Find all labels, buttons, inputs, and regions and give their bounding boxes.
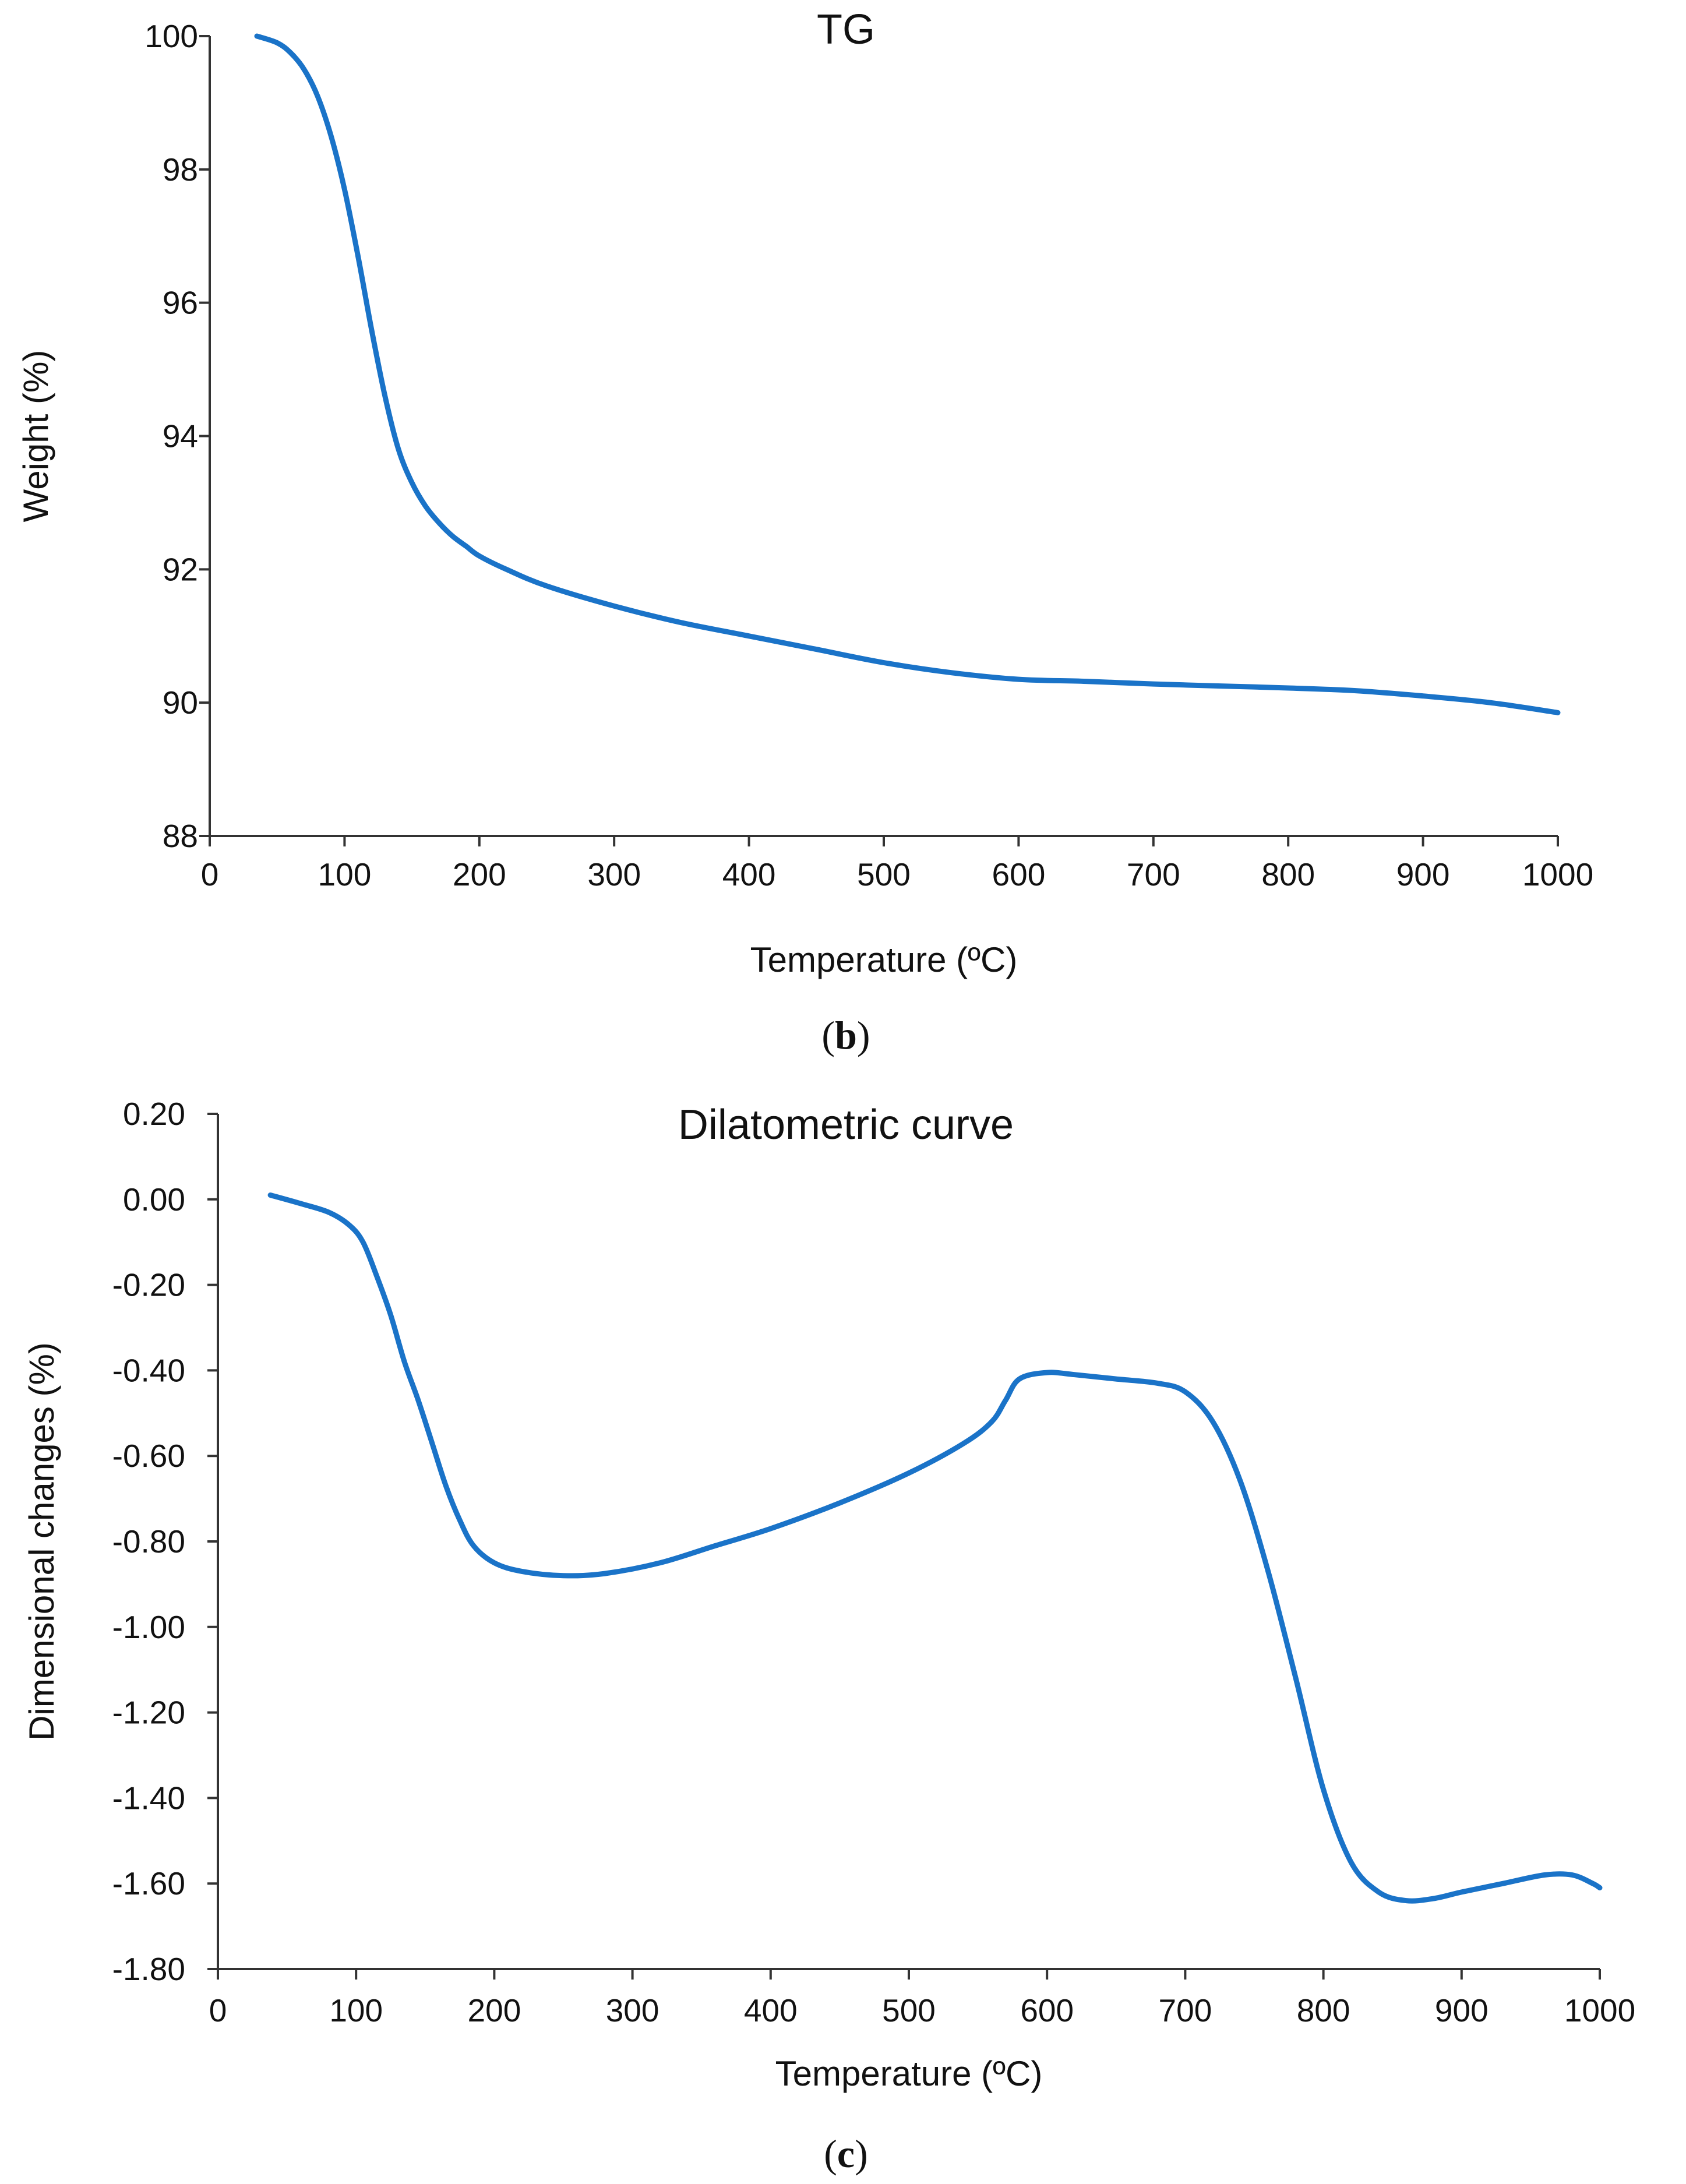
dilatometric-chart-title: Dilatometric curve — [678, 1102, 1014, 1148]
tg-x-tick-label: 300 — [587, 856, 641, 892]
dilatometric-y-tick-label: -0.60 — [112, 1438, 185, 1474]
dilatometric-series-line — [267, 1192, 1603, 1904]
dilatometric-axes — [207, 1113, 1601, 1980]
tg-x-tick-label: 900 — [1396, 856, 1450, 892]
tg-axes — [199, 35, 1559, 846]
tg-y-tick-label: 96 — [163, 285, 198, 321]
dilatometric-y-tick-label: -0.40 — [112, 1352, 185, 1388]
tg-x-tick-label: 200 — [453, 856, 506, 892]
tg-panel-caption: (b) — [821, 1013, 870, 1057]
tg-x-tick-label: 0 — [201, 856, 219, 892]
dilatometric-x-tick-label: 400 — [744, 1992, 798, 2028]
dilatometric-y-axis-title: Dimensional changes (%) — [22, 1342, 61, 1741]
caption-open-paren: ( — [821, 1013, 835, 1057]
tg-y-tick-label: 90 — [163, 685, 198, 721]
tg-chart: 0 100 200 300 400 500 600 700 800 900 1000 100 98 96 9… — [16, 6, 1593, 1057]
tg-x-tick-label: 400 — [722, 856, 776, 892]
tg-x-tick-label: 100 — [318, 856, 372, 892]
caption-open-paren: ( — [824, 2132, 837, 2176]
dilatometric-y-tick-label: -1.60 — [112, 1865, 185, 1901]
tg-chart-title: TG — [817, 6, 875, 53]
dilatometric-x-axis-title: Temperature (ºC) — [775, 2054, 1043, 2093]
tg-x-tick-label: 800 — [1261, 856, 1315, 892]
dilatometric-y-tick-label: -0.80 — [112, 1523, 185, 1560]
dilatometric-y-tick-label: -1.80 — [112, 1951, 185, 1987]
caption-close-paren: ) — [855, 2132, 868, 2176]
dilatometric-y-tick-label: -1.40 — [112, 1780, 185, 1816]
dilatometric-x-tick-label: 300 — [606, 1992, 659, 2028]
caption-letter: b — [835, 1013, 857, 1057]
dilatometric-x-tick-label: 1000 — [1564, 1992, 1635, 2028]
dilatometric-y-tick-label: -0.20 — [112, 1267, 185, 1303]
dilatometric-chart: 0 100 200 300 400 500 600 700 800 900 1000 0.20 0.00… — [22, 1096, 1635, 2176]
dilatometric-y-tick-label: 0.20 — [123, 1096, 185, 1132]
tg-y-tick-label: 94 — [163, 418, 198, 454]
tg-labels: 0 100 200 300 400 500 600 700 800 900 1000 100 98 96 9… — [16, 6, 1593, 1057]
dilatometric-x-tick-label: 500 — [882, 1992, 936, 2028]
tg-series-line — [254, 33, 1561, 715]
dilatometric-x-tick-label: 800 — [1297, 1992, 1350, 2028]
tg-y-tick-label: 98 — [163, 151, 198, 188]
tg-y-tick-label: 92 — [163, 551, 198, 587]
dilatometric-y-tick-label: 0.00 — [123, 1181, 185, 1218]
dilatometric-panel-caption: (c) — [824, 2132, 868, 2176]
tg-y-tick-label: 88 — [163, 818, 198, 854]
dilatometric-x-tick-label: 100 — [329, 1992, 383, 2028]
dilatometric-series — [267, 1192, 1603, 1904]
dilatometric-x-tick-label: 700 — [1159, 1992, 1212, 2028]
dilatometric-y-tick-label: -1.00 — [112, 1609, 185, 1645]
dilatometric-x-tick-label: 200 — [468, 1992, 521, 2028]
dilatometric-x-tick-label: 600 — [1020, 1992, 1074, 2028]
tg-x-tick-label: 1000 — [1522, 856, 1593, 892]
dilatometric-labels: 0 100 200 300 400 500 600 700 800 900 1000 0.20 0.00… — [22, 1096, 1635, 2176]
dilatometric-x-tick-label: 900 — [1435, 1992, 1489, 2028]
tg-series — [254, 33, 1561, 715]
dilatometric-x-tick-label: 0 — [209, 1992, 227, 2028]
tg-x-tick-label: 700 — [1127, 856, 1180, 892]
dilatometric-y-tick-label: -1.20 — [112, 1695, 185, 1731]
tg-x-axis-title: Temperature (ºC) — [750, 940, 1018, 979]
caption-letter: c — [837, 2132, 855, 2176]
caption-close-paren: ) — [857, 1013, 870, 1057]
tg-y-tick-label: 100 — [144, 18, 198, 54]
tg-x-tick-label: 600 — [992, 856, 1046, 892]
tg-y-axis-title: Weight (%) — [16, 350, 55, 523]
tg-x-tick-label: 500 — [857, 856, 911, 892]
